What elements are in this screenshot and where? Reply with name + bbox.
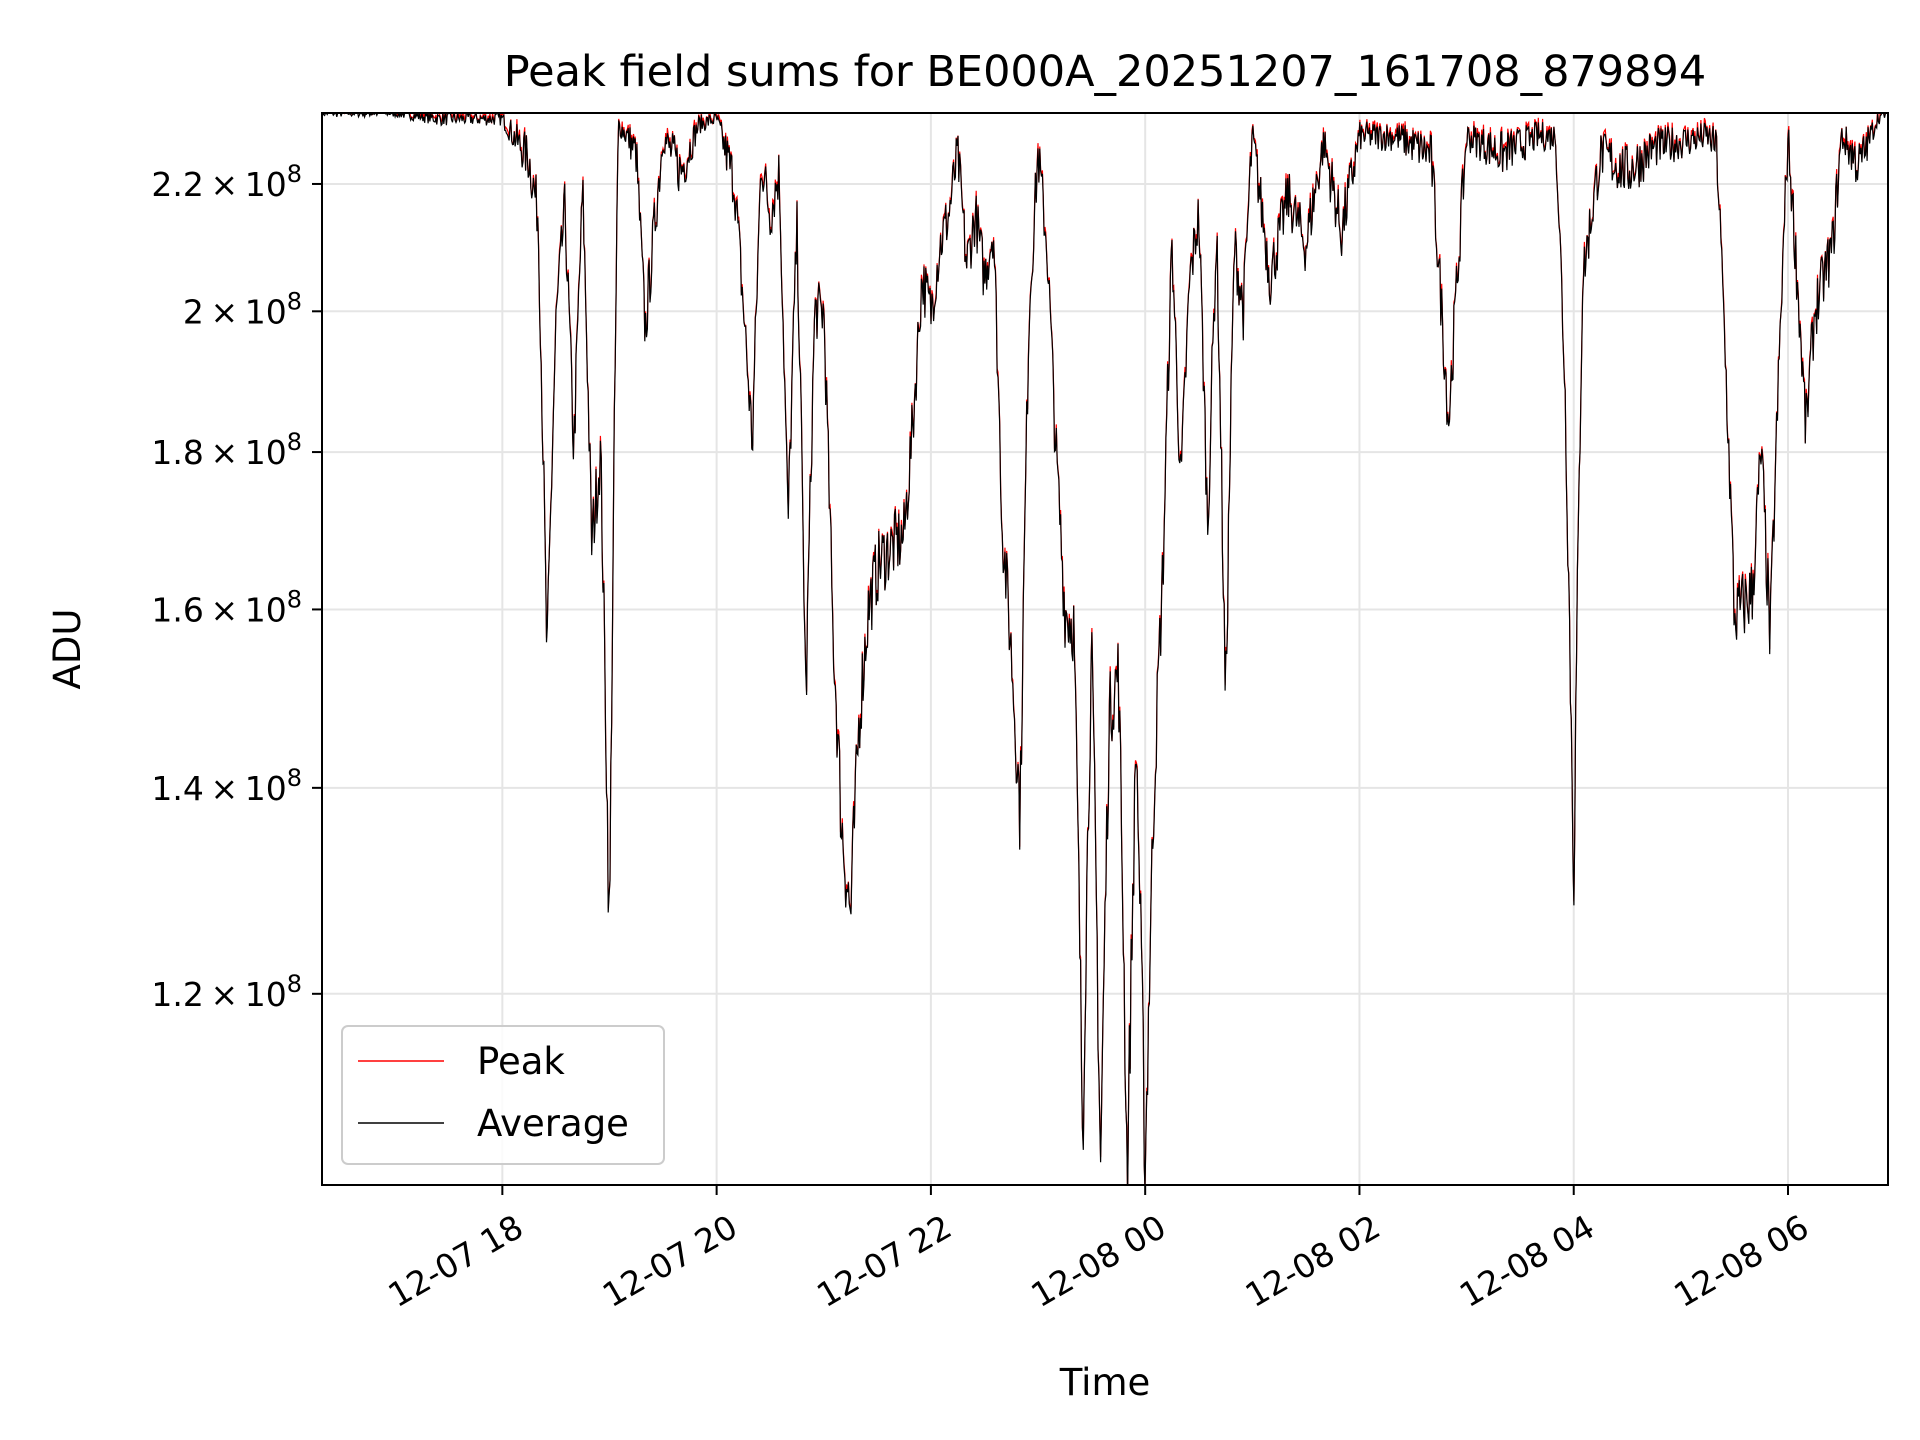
legend-peak-label: Peak bbox=[477, 1040, 565, 1083]
y-axis-label: ADU bbox=[46, 609, 89, 690]
x-axis: 12-07 18 12-07 20 12-07 22 12-08 00 12-08 02… bbox=[382, 1185, 1815, 1315]
plot-area bbox=[322, 113, 1888, 1185]
series-average-line bbox=[322, 113, 1888, 1185]
x-tick-label: 12-08 00 bbox=[1024, 1207, 1172, 1315]
x-tick-label: 12-07 18 bbox=[382, 1207, 530, 1315]
y-tick-label: 2.2 × 108 bbox=[151, 160, 302, 204]
y-tick-label: 1.4 × 108 bbox=[151, 764, 302, 808]
y-tick-label: 1.6 × 108 bbox=[151, 585, 302, 629]
y-tick-label: 1.2 × 108 bbox=[151, 970, 302, 1014]
grid bbox=[322, 113, 1888, 1185]
y-tick-label: 2 × 108 bbox=[183, 287, 302, 331]
legend: Peak Average bbox=[341, 1025, 665, 1165]
x-tick-label: 12-08 04 bbox=[1453, 1207, 1601, 1315]
y-tick-label: 1.8 × 108 bbox=[151, 428, 302, 472]
legend-average-label: Average bbox=[477, 1102, 629, 1145]
x-tick-label: 12-07 22 bbox=[810, 1207, 958, 1315]
x-axis-label: Time bbox=[1059, 1361, 1151, 1404]
x-tick-label: 12-08 06 bbox=[1667, 1207, 1815, 1315]
y-axis: 1.2 × 108 1.4 × 108 1.6 × 108 1.8 × 108 2 × … bbox=[151, 160, 322, 1014]
plot-frame bbox=[321, 112, 1889, 1186]
chart-title: Peak field sums for BE000A_20251207_1617… bbox=[504, 47, 1706, 97]
x-tick-label: 12-07 20 bbox=[596, 1207, 744, 1315]
x-tick-label: 12-08 02 bbox=[1239, 1207, 1387, 1315]
